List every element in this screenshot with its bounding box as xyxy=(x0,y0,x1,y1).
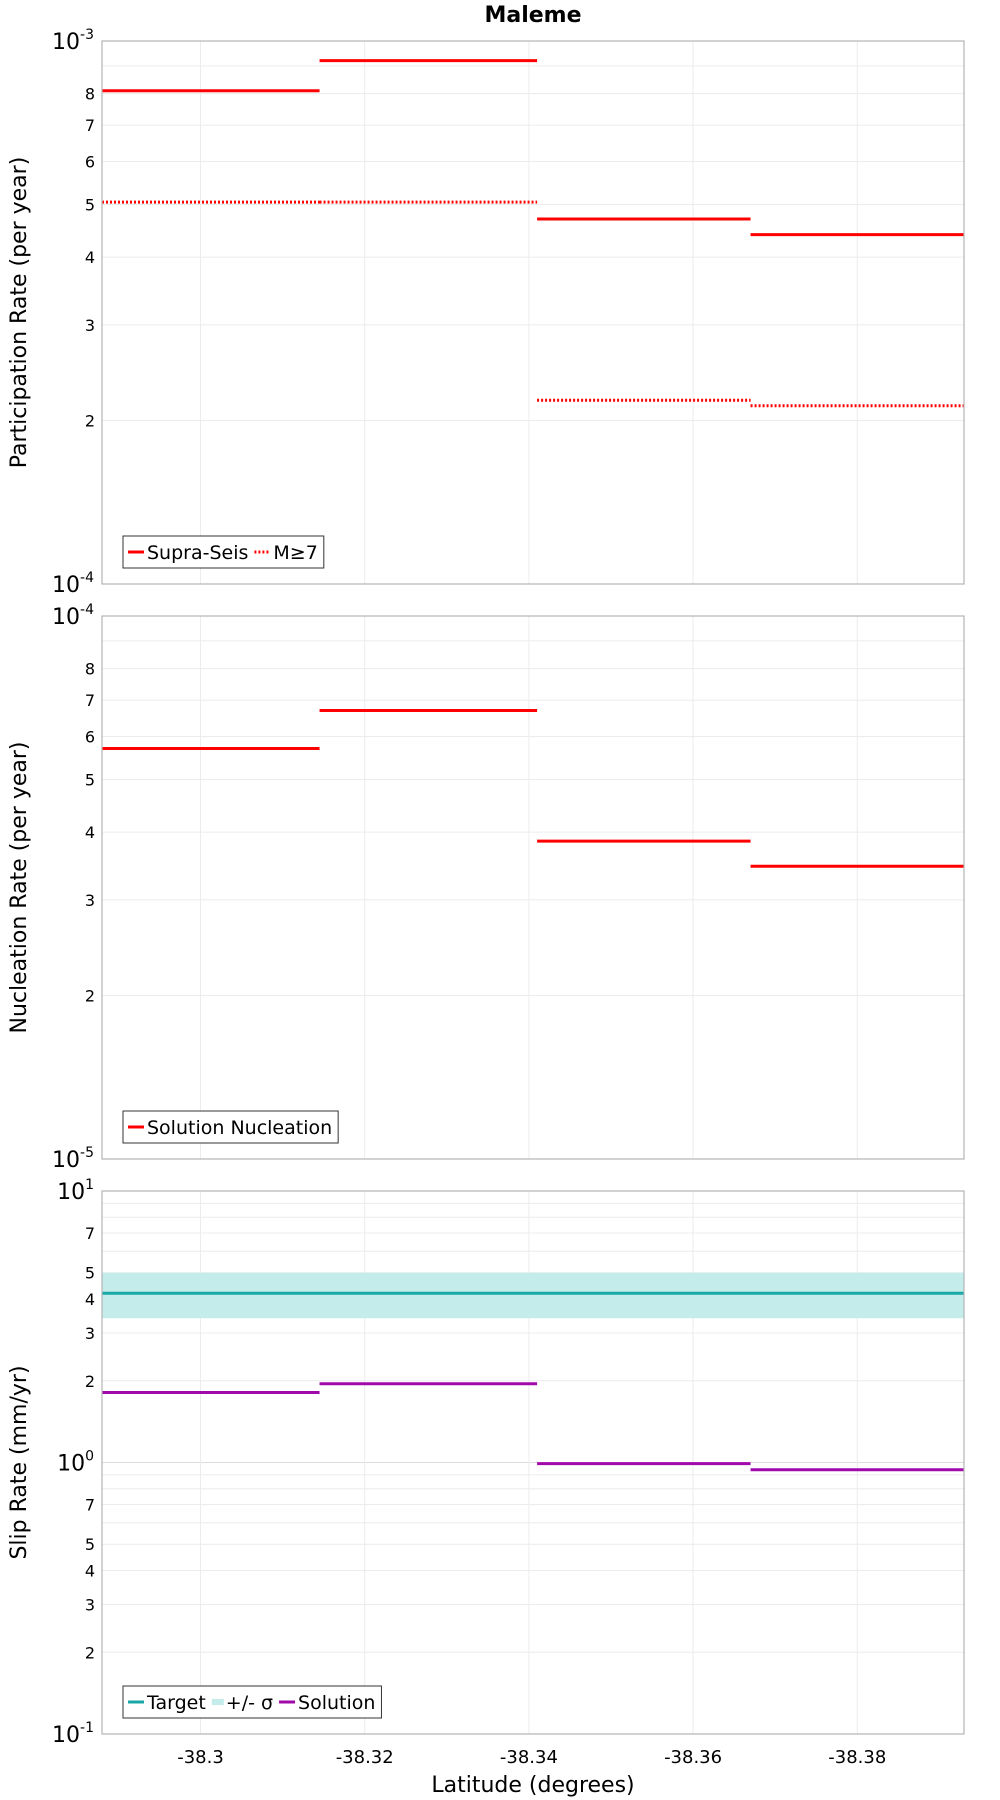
y-axis-label: Participation Rate (per year) xyxy=(7,157,32,469)
y-tick-label: 7 xyxy=(85,116,95,135)
chart-panels: 2 3 4 5 6 7 8 10-3 10-4 Participation Rate (per y… xyxy=(7,27,965,1768)
x-tick-label: -38.3 xyxy=(177,1747,224,1768)
y-tick-label: 5 xyxy=(85,1535,95,1554)
y-tick-label-major: 10-4 xyxy=(52,602,94,630)
y-tick-label: 8 xyxy=(85,85,95,104)
y-tick-label-major: 10-5 xyxy=(52,1145,94,1173)
chart-title: Maleme xyxy=(484,3,581,28)
y-tick-label: 4 xyxy=(85,1562,95,1581)
legend-box xyxy=(122,1110,339,1144)
plot-frame xyxy=(101,40,965,585)
legend: Supra-Seis M≥7 xyxy=(122,535,325,569)
y-tick-label: 2 xyxy=(85,1372,95,1391)
panel-3: 2 3 4 5 7 2 3 4 5 7 101 100 10-1 Slip Rate (mm/yr) -38… xyxy=(7,1177,965,1768)
legend-label: +/- σ xyxy=(226,1692,273,1714)
plot-area xyxy=(102,41,964,584)
legend-box xyxy=(122,1685,382,1719)
y-axis-label: Nucleation Rate (per year) xyxy=(7,742,32,1034)
y-tick-label: 2 xyxy=(85,412,95,431)
legend-label: M≥7 xyxy=(273,542,317,564)
y-tick-label: 4 xyxy=(85,248,95,267)
y-tick-label: 7 xyxy=(85,691,95,710)
x-tick-label: -38.38 xyxy=(828,1747,886,1768)
y-axis-label: Slip Rate (mm/yr) xyxy=(7,1365,32,1559)
y-tick-label: 5 xyxy=(85,195,95,214)
legend: Target +/- σ Solution xyxy=(122,1685,382,1719)
y-tick-label-major: 101 xyxy=(57,1177,94,1205)
legend-label: Target xyxy=(146,1692,206,1714)
y-tick-label: 2 xyxy=(85,987,95,1006)
y-tick-label-major: 100 xyxy=(57,1449,94,1477)
plot-area xyxy=(102,616,964,1159)
y-tick-label-major: 10-1 xyxy=(52,1720,94,1748)
sigma-band xyxy=(102,1272,964,1319)
panel-2: 2 3 4 5 6 7 8 10-4 10-5 Nucleation Rate (per year… xyxy=(7,602,965,1173)
y-tick-label: 7 xyxy=(85,1496,95,1515)
panel-1: 2 3 4 5 6 7 8 10-3 10-4 Participation Rate (per y… xyxy=(7,27,965,598)
y-tick-label-major: 10-3 xyxy=(52,27,94,55)
legend: Solution Nucleation xyxy=(122,1110,339,1144)
y-tick-label: 6 xyxy=(85,152,95,171)
legend-swatch xyxy=(211,1699,224,1705)
legend-label: Solution xyxy=(298,1692,375,1714)
x-tick-label: -38.36 xyxy=(664,1747,722,1768)
y-tick-label: 6 xyxy=(85,727,95,746)
x-tick-label: -38.32 xyxy=(336,1747,394,1768)
y-tick-label: 2 xyxy=(85,1643,95,1662)
x-axis-label: Latitude (degrees) xyxy=(431,1773,634,1798)
legend-label: Solution Nucleation xyxy=(147,1117,332,1139)
y-tick-label: 5 xyxy=(85,1264,95,1283)
legend-box xyxy=(122,535,325,569)
x-tick-label: -38.34 xyxy=(500,1747,558,1768)
y-tick-label: 3 xyxy=(85,1595,95,1614)
y-tick-label: 8 xyxy=(85,660,95,679)
y-tick-label: 5 xyxy=(85,770,95,789)
y-tick-label: 3 xyxy=(85,1324,95,1343)
plot-frame xyxy=(101,615,965,1160)
y-tick-label: 3 xyxy=(85,316,95,335)
y-tick-label: 3 xyxy=(85,891,95,910)
y-tick-label: 7 xyxy=(85,1224,95,1243)
y-tick-label: 4 xyxy=(85,1290,95,1309)
y-tick-label: 4 xyxy=(85,823,95,842)
y-tick-label-major: 10-4 xyxy=(52,570,94,598)
plot-frame xyxy=(101,1190,965,1735)
legend-label: Supra-Seis xyxy=(147,542,248,564)
